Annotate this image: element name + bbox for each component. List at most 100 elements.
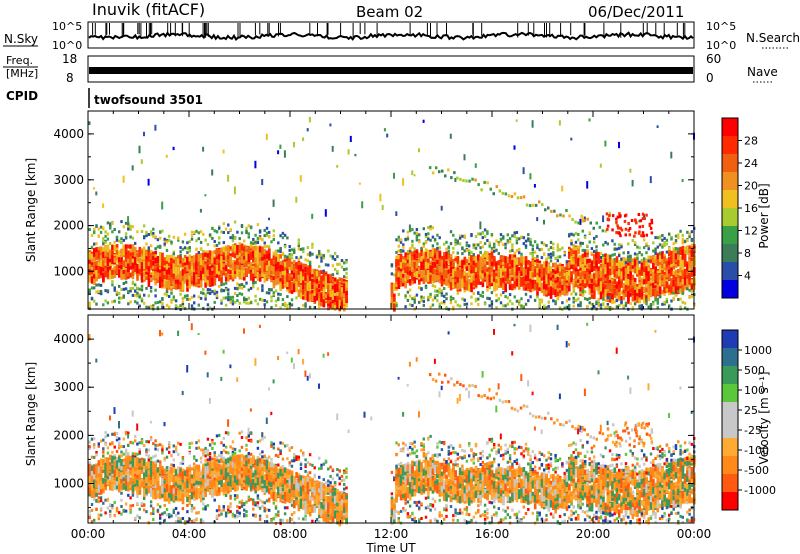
echo-cell [333,267,337,271]
echo-cell [90,262,94,266]
echo-cell [213,229,216,233]
echo-cell [93,286,96,290]
echo-cell [499,233,503,237]
echo-cell [599,264,603,269]
echo-cell [518,257,521,266]
echo-cell [468,264,471,272]
echo-cell [295,196,298,203]
echo-cell [558,284,562,292]
echo-cell [429,277,432,284]
echo-cell [138,246,142,253]
echo-cell [397,255,401,260]
echo-cell [254,250,257,258]
echo-cell [599,267,603,275]
echo-cell [581,280,585,287]
echo-cell [88,301,91,305]
echo-cell [445,267,448,276]
echo-cell [177,306,180,310]
echo-cell [240,256,244,264]
echo-cell [177,272,180,280]
echo-cell [324,293,328,298]
echo-cell [263,257,267,264]
echo-cell [563,306,566,310]
echo-cell [602,256,605,264]
echo-cell [279,254,282,259]
echo-cell [299,264,303,273]
echo-cell [547,256,550,260]
echo-cell [431,284,435,288]
echo-cell [186,256,189,264]
echo-cell [408,288,412,292]
echo-cell [472,266,476,274]
echo-cell [456,241,459,245]
echo-cell [545,290,548,295]
echo-cell [493,269,496,274]
echo-cell [238,271,242,280]
echo-cell [118,239,121,243]
echo-cell [602,297,605,301]
echo-cell [290,298,294,302]
echo-cell [468,279,471,285]
echo-cell [331,285,335,290]
echo-cell [140,253,144,262]
echo-cell [522,267,526,276]
echo-cell [111,269,114,275]
echo-cell [149,260,153,268]
echo-cell [324,274,328,278]
echo-cell [543,267,546,277]
echo-cell [131,249,135,258]
echo-cell [197,251,200,254]
echo-cell [231,236,235,240]
echo-cell [431,244,435,248]
echo-cell [218,254,221,259]
echo-cell [131,262,135,269]
echo-cell [161,263,164,272]
echo-cell [345,287,348,292]
echo-cell [315,278,319,284]
echo-cell [390,284,394,293]
echo-cell [249,226,253,230]
echo-cell [88,274,92,283]
echo-cell [252,273,255,283]
echo-cell [163,257,167,263]
echo-cell [531,260,535,265]
echo-cell [397,267,401,271]
echo-cell [206,259,210,264]
echo-cell [597,278,601,286]
echo-cell [508,283,512,289]
echo-cell [281,231,285,235]
echo-cell [588,279,592,284]
echo-cell [506,260,510,269]
echo-cell [577,248,580,254]
echo-cell [95,191,98,196]
echo-cell [579,287,582,296]
echo-cell [206,253,210,258]
echo-cell [343,268,346,272]
echo-cell [149,252,153,260]
echo-cell [256,265,260,271]
echo-cell [127,222,130,226]
echo-cell [531,265,535,272]
echo-cell [134,265,137,272]
echo-cell [97,274,101,279]
echo-cell [233,186,236,195]
echo-cell [179,292,182,296]
echo-cell [283,256,287,260]
echo-cell [161,297,164,300]
echo-cell [147,272,151,278]
echo-cell [338,284,342,289]
freq-panel-frame [87,55,695,83]
echo-cell [149,230,153,234]
echo-cell [393,273,396,277]
echo-cell [177,266,180,275]
echo-cell [474,243,478,247]
echo-cell [465,302,469,306]
echo-cell [327,274,330,284]
echo-cell [220,264,223,271]
echo-cell [599,163,602,168]
echo-cell [438,266,442,272]
echo-cell [113,288,116,292]
echo-cell [268,288,271,291]
echo-cell [181,300,185,304]
